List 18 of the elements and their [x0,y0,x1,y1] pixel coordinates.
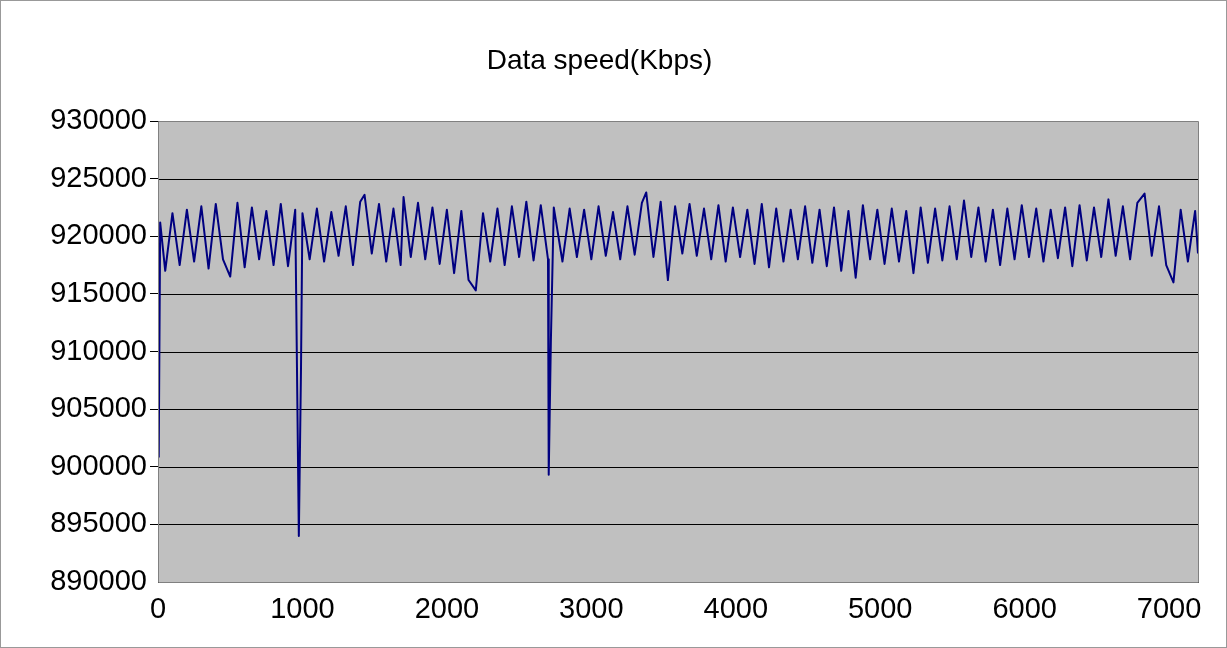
y-tick-label: 905000 [50,391,147,424]
x-tick-label: 4000 [703,592,769,625]
y-tick-label: 925000 [50,160,147,193]
x-tick-label: 6000 [992,592,1057,625]
y-tick-label: 920000 [50,218,147,251]
x-tick-label: 2000 [414,592,480,625]
x-tick-label: 5000 [847,592,913,625]
y-tick-label: 910000 [50,333,147,366]
x-tick-label: 0 [149,592,167,625]
y-tick-label: 915000 [50,275,147,308]
y-tick-label: 900000 [50,448,147,481]
y-tick-label: 930000 [50,103,147,135]
chart-title: Data speed(Kbps) [486,43,713,75]
y-tick-label: 890000 [50,564,147,596]
x-tick-label: 1000 [270,592,335,625]
y-tick-label: 895000 [50,506,147,539]
x-tick-label: 7000 [1136,592,1202,625]
x-tick-label: 3000 [559,592,624,625]
